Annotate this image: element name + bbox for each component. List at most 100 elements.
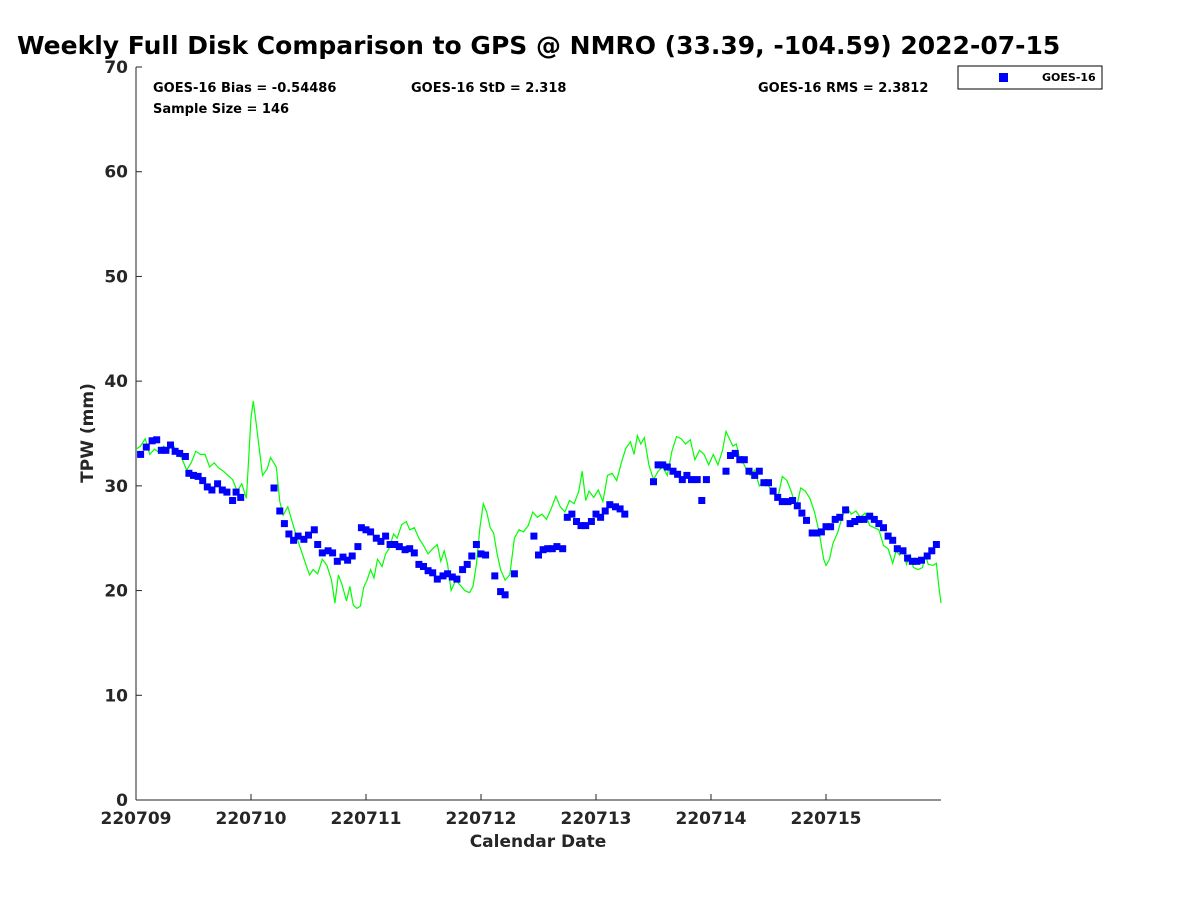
goes16-point [294,532,302,540]
goes16-point [592,510,600,518]
goes16-point [333,557,341,565]
goes16-point [463,560,471,568]
chart-title: Weekly Full Disk Comparison to GPS @ NMR… [17,31,1060,60]
goes16-point [612,503,619,511]
goes16-point [142,443,150,451]
x-tick-label: 220713 [561,809,632,829]
goes16-point [663,463,671,471]
goes16-point [793,502,801,510]
x-tick-label: 220711 [331,809,402,829]
goes16-point [510,570,518,578]
goes16-point [563,513,571,521]
goes16-point [866,512,874,520]
goes16-point [559,545,567,553]
goes16-point [357,524,365,532]
goes16-point [218,486,226,494]
goes16-point [765,479,772,487]
goes16-point [803,516,810,524]
goes16-point [904,554,912,562]
goes16-point [870,515,878,523]
goes16-point [167,441,174,449]
legend: GOES-16 [957,65,1103,90]
goes16-point [453,575,461,583]
goes16-point [606,501,614,509]
goes16-point [669,467,677,475]
goes16-point [194,472,202,480]
goes16-point [181,453,189,460]
goes16-point [548,545,556,553]
goes16-point [223,488,231,496]
goes16-point [190,471,197,479]
goes16-point [582,522,590,530]
y-tick-label: 20 [104,582,128,602]
goes16-point [702,476,710,484]
axis-ticks: 0 10 20 30 40 50 60 70 220709 220710 220711 220712 2… [101,58,862,829]
goes16-point [203,483,211,491]
goes16-point [774,493,782,501]
goes16-point [148,437,156,445]
goes16-point [444,570,452,578]
y-tick-label: 60 [104,163,128,183]
legend-label-goes16: GOES-16 [1042,71,1096,84]
y-tick-label: 10 [104,686,128,706]
goes16-point [851,518,859,525]
goes16-point [497,588,505,596]
goes16-point [875,520,883,528]
goes16-point [386,541,394,548]
goes16-point [899,547,907,555]
goes16-point [410,549,418,557]
goes16-point [789,497,797,504]
goes16-point [199,477,207,485]
goes16-point [391,541,399,548]
goes16-point [822,523,830,531]
goes16-point [176,449,184,457]
goes16-point [740,456,748,464]
goes16-point [798,509,806,517]
goes16-point [751,471,759,479]
y-tick-label: 0 [116,791,128,811]
goes16-point [577,522,585,530]
goes16-point [318,549,326,557]
goes16-point [285,530,293,538]
goes16-point [674,470,682,478]
goes16-point [229,497,237,504]
goes16-point [808,529,816,537]
goes16-point [601,507,609,515]
goes16-point [162,446,170,454]
goes16-point [683,471,691,479]
legend-marker-square-icon [999,73,1008,82]
goes16-point [362,526,370,534]
goes16-point [650,478,657,486]
gps-line [135,400,942,610]
goes16-point [420,563,427,570]
x-axis-label: Calendar Date [470,832,607,852]
x-tick-label: 220712 [446,809,517,829]
goes16-point [908,557,916,565]
goes16-point [372,534,380,542]
goes16-point [846,520,854,528]
goes16-point [827,523,835,531]
goes16-point [324,547,332,555]
goes16-point [836,513,844,521]
goes16-point [290,536,298,544]
plot-area: 0 10 20 30 40 50 60 70 220709 220710 220711 220712 2… [101,58,942,829]
goes16-point [237,493,245,501]
goes16-point [491,572,499,580]
x-tick-label: 220710 [216,809,287,829]
goes16-point [429,569,437,577]
goes16-point [157,446,165,454]
goes16-point [880,524,887,532]
goes16-point [395,543,403,551]
goes16-point [769,487,777,495]
goes16-point [214,480,222,488]
goes16-point [501,591,509,599]
x-tick-label: 220714 [676,809,747,829]
goes16-point [678,476,686,484]
goes16-point [736,456,744,464]
std-stat: GOES-16 StD = 2.318 [411,81,566,96]
goes16-point [587,518,595,525]
goes16-point [597,513,605,521]
goes16-point [406,545,414,553]
goes16-point [913,557,921,565]
